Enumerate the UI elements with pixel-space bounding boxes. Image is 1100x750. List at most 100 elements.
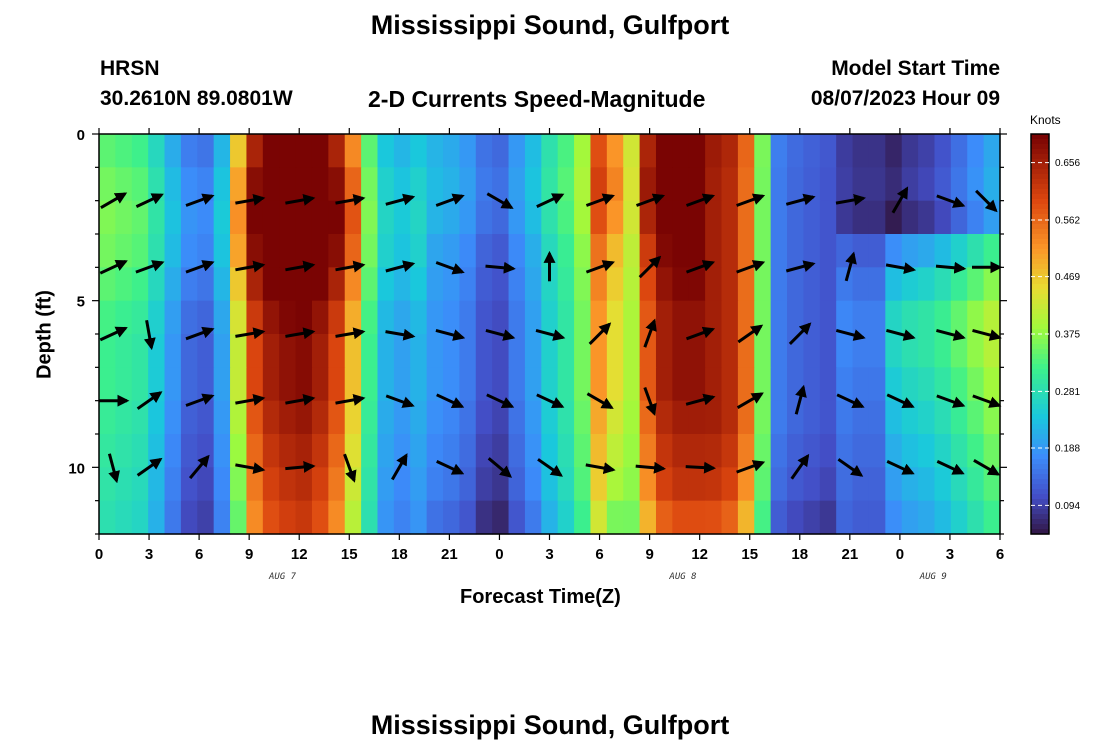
current-arrow: [485, 261, 516, 274]
heatmap-cell: [655, 500, 673, 535]
heatmap-cell: [524, 367, 542, 402]
heatmap-cell: [443, 500, 460, 535]
current-arrow: [588, 322, 612, 345]
heatmap-cell: [377, 467, 395, 502]
heatmap-cell: [361, 200, 379, 235]
heatmap-cell: [148, 500, 166, 535]
colorbar-swatch: [1031, 269, 1049, 275]
heatmap-cell: [950, 200, 968, 235]
heatmap-cell: [705, 500, 723, 535]
colorbar-swatch: [1031, 249, 1049, 255]
heatmap-cell: [557, 334, 575, 368]
heatmap-cell: [672, 267, 690, 302]
colorbar-swatch: [1031, 304, 1049, 310]
heatmap-cell: [508, 500, 526, 535]
heatmap-cell: [819, 400, 837, 435]
colorbar-swatch: [1031, 474, 1049, 480]
heatmap-cell: [328, 267, 346, 302]
heatmap-cell: [721, 467, 739, 502]
heatmap-cell: [639, 500, 657, 535]
heatmap-cell: [344, 167, 362, 202]
heatmap-cell: [623, 400, 641, 435]
heatmap-cell: [754, 400, 772, 435]
current-arrow: [685, 393, 716, 406]
current-arrow: [285, 193, 316, 206]
heatmap-cell: [967, 334, 985, 368]
heatmap-cell: [983, 134, 1001, 168]
x-tick-label: 18: [391, 546, 408, 563]
x-tick-label: 6: [195, 546, 203, 563]
heatmap-cell: [492, 334, 510, 368]
heatmap-cell: [983, 467, 1001, 502]
heatmap-cell: [885, 434, 903, 468]
heatmap-cell: [180, 300, 198, 335]
heatmap-cell: [901, 367, 919, 402]
heatmap-cell: [787, 167, 805, 202]
current-arrows: [99, 186, 1003, 484]
colorbar-swatch: [1031, 404, 1049, 410]
heatmap-cell: [99, 234, 116, 268]
heatmap-cell: [148, 200, 166, 235]
heatmap-cell: [180, 500, 198, 535]
colorbar-swatch: [1031, 344, 1049, 350]
heatmap-cell: [492, 167, 510, 202]
heatmap-cell: [328, 167, 346, 202]
colorbar-swatch: [1031, 459, 1049, 465]
heatmap-cell: [737, 200, 755, 235]
heatmap-cell: [967, 400, 985, 435]
heatmap-cell: [639, 400, 657, 435]
heatmap-cell: [131, 500, 149, 535]
heatmap-cell: [508, 334, 526, 368]
heatmap-cell: [246, 200, 264, 235]
current-arrow: [235, 462, 266, 475]
heatmap-cell: [410, 467, 428, 502]
current-arrow: [436, 393, 465, 408]
date-label: AUG 9: [919, 572, 947, 582]
x-tick-label: 0: [95, 546, 103, 563]
heatmap-cell: [918, 167, 936, 202]
colorbar-swatch: [1031, 309, 1049, 315]
heatmap-cell: [721, 334, 739, 368]
current-arrow: [886, 393, 915, 408]
current-arrow: [385, 394, 415, 408]
heatmap-cell: [655, 134, 673, 168]
heatmap-cell: [967, 200, 985, 235]
heatmap-cell: [737, 467, 755, 502]
heatmap-cell: [983, 367, 1001, 402]
heatmap-cell: [99, 434, 116, 468]
heatmap-cell: [557, 167, 575, 202]
heatmap-cell: [361, 134, 379, 168]
heatmap-cell: [590, 400, 608, 435]
heatmap-cell: [737, 134, 755, 168]
current-arrow: [785, 260, 816, 273]
heatmap-cell: [459, 334, 477, 368]
heatmap-cell: [213, 134, 231, 168]
heatmap-cell: [819, 234, 837, 268]
heatmap-cell: [344, 334, 362, 368]
colorbar-swatch: [1031, 234, 1049, 240]
heatmap-cell: [852, 334, 870, 368]
heatmap-cell: [885, 500, 903, 535]
heatmap-cell: [557, 400, 575, 435]
heatmap-cell: [639, 334, 657, 368]
heatmap-cell: [901, 334, 919, 368]
current-arrow: [638, 255, 662, 279]
heatmap-cell: [459, 234, 477, 268]
heatmap-cell: [787, 500, 805, 535]
heatmap-cell: [934, 400, 952, 435]
heatmap-cell: [721, 134, 739, 168]
colorbar-swatch: [1031, 259, 1049, 265]
heatmap-cell: [164, 434, 182, 468]
heatmap-cell: [787, 200, 805, 235]
heatmap-cell: [295, 200, 313, 235]
heatmap-cell: [295, 434, 313, 468]
heatmap-cell: [918, 334, 936, 368]
heatmap-cell: [492, 267, 510, 302]
heatmap-cell: [361, 167, 379, 202]
x-tick-label: 21: [841, 546, 858, 563]
x-tick-label: 6: [996, 546, 1004, 563]
heatmap-cell: [901, 300, 919, 335]
heatmap-cell: [639, 200, 657, 235]
colorbar-swatch: [1031, 169, 1049, 175]
current-arrow: [436, 460, 465, 475]
